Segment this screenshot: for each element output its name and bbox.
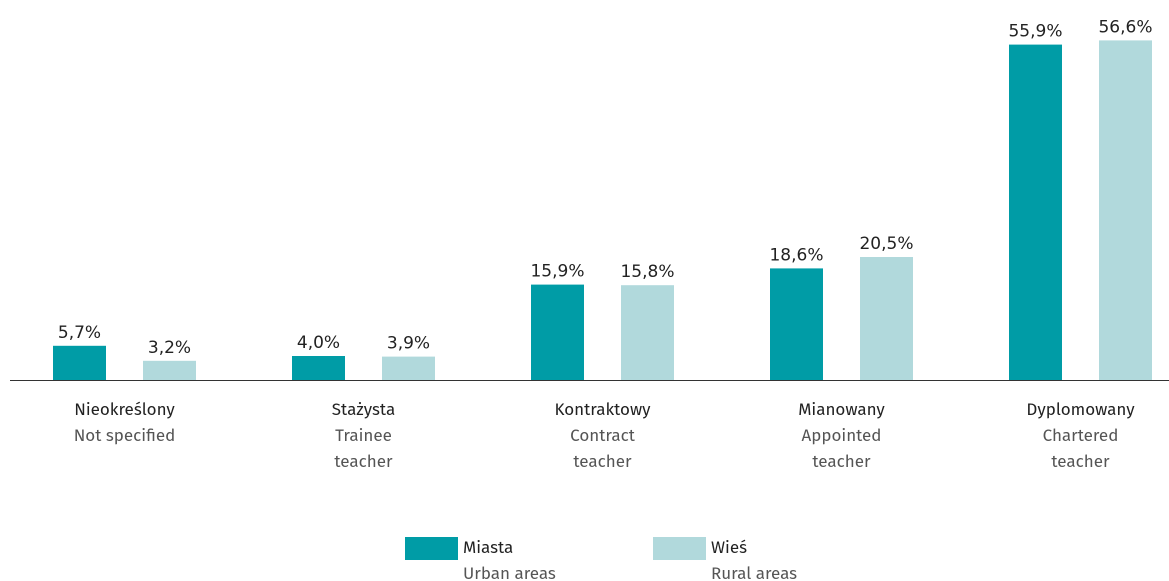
value-label: 15,8% — [620, 262, 674, 282]
bar — [53, 345, 106, 380]
category-label: Nieokreślony — [74, 399, 175, 420]
legend-label-en: Urban areas — [463, 563, 556, 581]
category-label-en: Not specified — [73, 425, 176, 446]
legend-label-en: Rural areas — [711, 563, 798, 581]
value-label: 3,2% — [148, 338, 191, 358]
value-label: 56,6% — [1098, 17, 1152, 37]
value-label: 3,9% — [387, 334, 430, 354]
category-label-en: Appointed teacher — [801, 425, 882, 472]
bar — [860, 257, 913, 380]
legend-swatch — [653, 537, 706, 560]
category-label-en: Chartered teacher — [1042, 425, 1119, 472]
value-label: 20,5% — [859, 234, 913, 254]
bar — [1009, 44, 1062, 380]
category-label-en: Contract teacher — [570, 425, 635, 472]
bar — [770, 268, 823, 380]
category-label: Kontraktowy — [554, 399, 651, 420]
category-label: Mianowany — [798, 399, 885, 420]
bar — [143, 360, 196, 380]
bar — [382, 356, 435, 380]
value-label: 5,7% — [58, 323, 101, 343]
value-label: 55,9% — [1008, 22, 1062, 42]
value-label: 18,6% — [769, 245, 823, 265]
bar — [531, 284, 584, 380]
bar — [292, 356, 345, 380]
category-label-en: Trainee teacher — [334, 425, 393, 472]
category-label: Dyplomowany — [1026, 399, 1135, 420]
category-label: Stażysta — [331, 399, 396, 420]
legend-label: Miasta — [463, 537, 514, 558]
bar — [1099, 40, 1152, 381]
bar — [621, 285, 674, 380]
value-label: 4,0% — [297, 333, 340, 353]
legend-label: Wieś — [711, 537, 748, 558]
legend-swatch — [405, 537, 458, 560]
value-label: 15,9% — [530, 262, 584, 282]
